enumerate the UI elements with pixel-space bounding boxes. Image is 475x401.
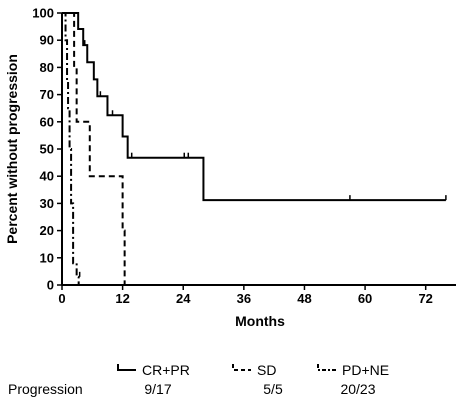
y-tick-label: 20 — [40, 223, 54, 238]
y-tick-label: 10 — [40, 250, 54, 265]
legend-swatch-cr-pr — [117, 364, 136, 371]
progression-value-pd-ne: 20/23 — [340, 381, 375, 397]
y-tick-label: 70 — [40, 87, 54, 102]
legend-label-cr-pr: CR+PR — [142, 362, 190, 378]
y-tick-label: 80 — [40, 60, 54, 75]
x-tick-label: 72 — [418, 291, 432, 306]
x-tick-label: 36 — [237, 291, 251, 306]
y-tick-label: 60 — [40, 114, 54, 129]
series-line-pd-ne — [62, 12, 80, 285]
y-tick-label: 30 — [40, 196, 54, 211]
y-tick-label: 100 — [32, 6, 54, 21]
x-axis-title: Months — [235, 313, 285, 329]
x-tick-label: 60 — [358, 291, 372, 306]
axes: 0 10 20 30 40 50 60 70 80 90 100 0 12 24 36 48 60 72 — [32, 6, 456, 306]
y-tick-label: 40 — [40, 169, 54, 184]
x-tick-label: 12 — [115, 291, 129, 306]
plot-area — [62, 12, 447, 285]
legend-label-pd-ne: PD+NE — [342, 362, 389, 378]
series-line-cr-pr — [62, 12, 446, 202]
x-tick-label: 48 — [297, 291, 311, 306]
y-axis-title: Percent without progression — [4, 54, 20, 244]
legend-swatch-pd-ne — [317, 364, 336, 371]
y-tick-label: 90 — [40, 33, 54, 48]
y-tick-label: 50 — [40, 142, 54, 157]
x-tick-label: 0 — [58, 291, 65, 306]
x-tick-label: 24 — [176, 291, 191, 306]
progression-value-cr-pr: 9/17 — [144, 381, 171, 397]
legend-swatch-sd — [232, 364, 251, 371]
progression-row-label: Progression — [8, 381, 83, 397]
legend-label-sd: SD — [257, 362, 276, 378]
y-tick-label: 0 — [47, 278, 54, 293]
progression-value-sd: 5/5 — [263, 381, 283, 397]
legend: Progression CR+PR 9/17 SD 5/5 PD+NE 20/23 — [8, 362, 389, 397]
